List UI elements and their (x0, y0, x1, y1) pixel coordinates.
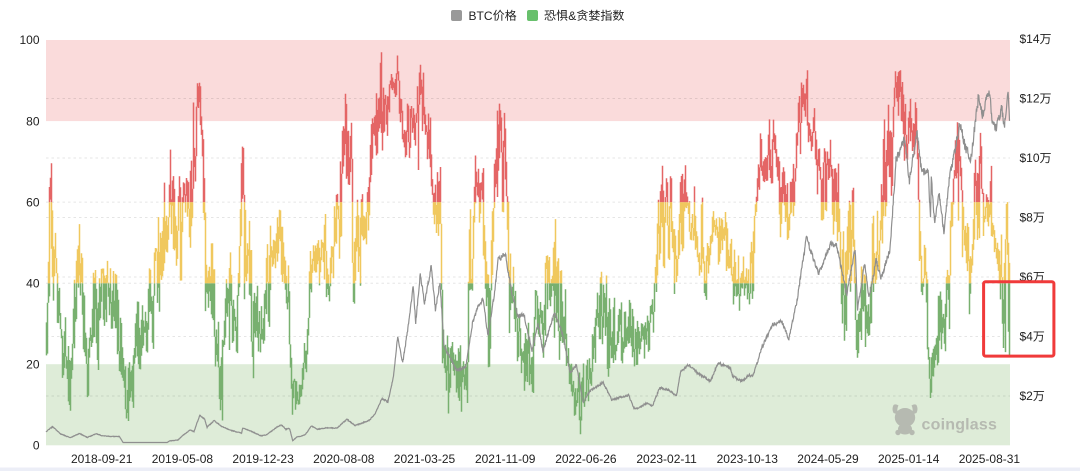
svg-text:2018-09-21: 2018-09-21 (71, 452, 133, 466)
svg-text:20: 20 (26, 357, 40, 371)
svg-text:BTC: BTC (469, 9, 493, 23)
svg-text:$8: $8 (1020, 211, 1034, 225)
svg-text:2021-11-09: 2021-11-09 (475, 452, 536, 466)
svg-text:100: 100 (19, 33, 39, 47)
svg-text:80: 80 (26, 114, 40, 128)
svg-text:$14: $14 (1020, 32, 1040, 46)
svg-text:$10: $10 (1020, 151, 1040, 165)
svg-text:$2: $2 (1020, 389, 1034, 403)
svg-text:2020-08-08: 2020-08-08 (313, 452, 375, 466)
svg-text:$4: $4 (1020, 330, 1034, 344)
svg-text:$12: $12 (1020, 92, 1040, 106)
svg-text:0: 0 (33, 439, 40, 453)
svg-text:2023-10-13: 2023-10-13 (717, 452, 779, 466)
svg-text:2023-02-11: 2023-02-11 (636, 452, 697, 466)
svg-text:2021-03-25: 2021-03-25 (394, 452, 456, 466)
svg-text:60: 60 (26, 195, 40, 209)
svg-text:40: 40 (26, 276, 40, 290)
svg-text:2022-06-26: 2022-06-26 (555, 452, 617, 466)
svg-text:coinglass: coinglass (922, 417, 998, 434)
svg-text:2025-08-31: 2025-08-31 (959, 452, 1021, 466)
svg-text:2019-05-08: 2019-05-08 (152, 452, 214, 466)
svg-text:&: & (568, 9, 576, 23)
svg-text:2019-12-23: 2019-12-23 (232, 452, 294, 466)
svg-text:2025-01-14: 2025-01-14 (878, 452, 940, 466)
svg-text:2024-05-29: 2024-05-29 (797, 452, 859, 466)
